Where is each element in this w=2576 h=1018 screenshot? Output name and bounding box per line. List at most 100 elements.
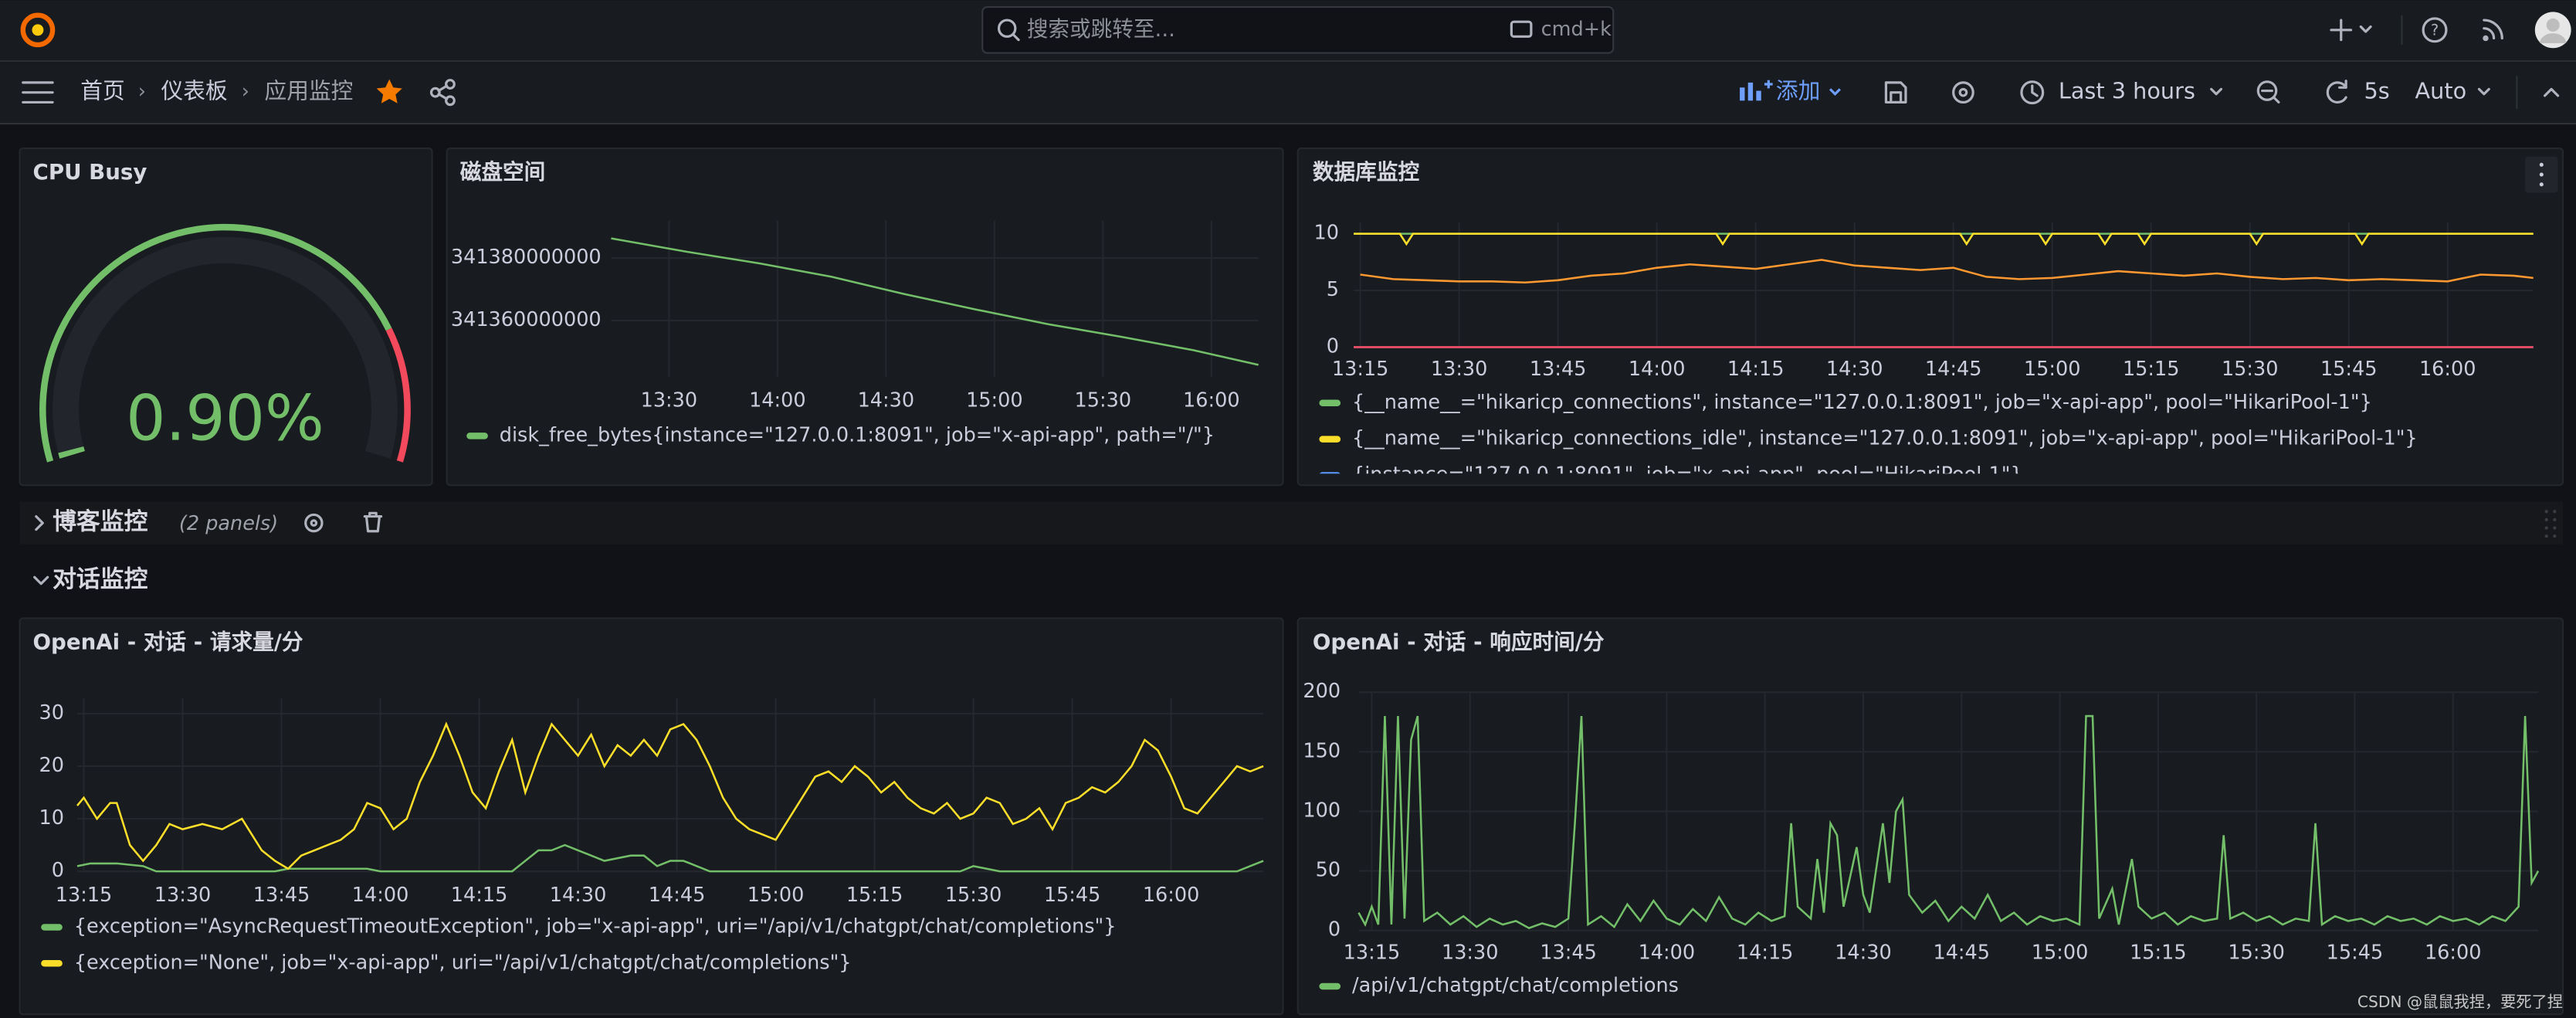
panel (19, 617, 1284, 1016)
legend-label: {instance="127.0.0.1:8091", job="x-api-a… (1352, 463, 2023, 486)
menu-dots (2539, 162, 2544, 187)
help-button[interactable]: ? (2422, 17, 2448, 43)
y-tick-label: 341360000000 (451, 308, 602, 331)
x-tick-label: 14:00 (1629, 358, 1686, 381)
news-button[interactable] (2483, 19, 2503, 42)
y-tick-label: 10 (1313, 222, 1338, 245)
y-tick-label: 20 (39, 754, 64, 777)
x-tick-label: 15:00 (2032, 942, 2089, 965)
share-button[interactable] (429, 79, 456, 107)
avatar[interactable] (2534, 12, 2571, 49)
series-line (611, 237, 1259, 366)
x-tick-label: 13:15 (56, 884, 113, 907)
refresh-button[interactable] (2326, 80, 2347, 103)
zoom-out-button[interactable] (2256, 80, 2280, 104)
y-tick-label: 0 (1328, 918, 1341, 942)
x-tick-label: 14:45 (1925, 358, 1982, 381)
breadcrumb: 应用监控 (265, 78, 354, 104)
legend-label: disk_free_bytes{instance="127.0.0.1:8091… (500, 423, 1215, 446)
row-settings[interactable] (304, 513, 324, 533)
new-button[interactable] (2330, 19, 2372, 42)
refresh-interval[interactable]: 5s (2364, 78, 2390, 104)
breadcrumb[interactable]: 仪表板 (161, 78, 227, 104)
panel (19, 147, 433, 487)
x-tick-label: 15:30 (2222, 358, 2279, 381)
x-tick-label: 15:45 (2327, 942, 2384, 965)
y-tick-label: 10 (39, 806, 64, 830)
grafana-logo[interactable] (20, 12, 56, 48)
collapse-button[interactable] (2543, 87, 2560, 97)
x-tick-label: 14:30 (858, 389, 915, 412)
x-tick-label: 14:15 (1727, 358, 1785, 381)
row-expand[interactable] (35, 514, 44, 531)
legend-swatch (1319, 472, 1341, 474)
legend-swatch (466, 433, 488, 439)
add-button[interactable]: 添加 (1776, 78, 1820, 104)
y-tick-label: 0 (1327, 334, 1339, 358)
x-tick-label: 16:00 (1143, 884, 1200, 907)
y-tick-label: 5 (1327, 278, 1339, 301)
x-tick-label: 15:00 (966, 389, 1023, 412)
legend: /api/v1/chatgpt/chat/completions (1319, 974, 1679, 997)
legend-swatch (1319, 436, 1341, 443)
y-tick-label: 150 (1303, 739, 1341, 762)
legend: {__name__="hikaricp_connections", instan… (1319, 391, 2418, 486)
chevron (2477, 87, 2490, 96)
legend-label: {__name__="hikaricp_connections_idle", i… (1352, 427, 2418, 450)
time-range[interactable]: Last 3 hours (2059, 78, 2195, 104)
toolbar (0, 63, 2576, 124)
gauge-value-label: 0.90% (126, 382, 324, 455)
time-picker-icon[interactable] (2020, 80, 2045, 105)
gauge-threshold-band (39, 223, 392, 463)
settings-button[interactable] (1952, 81, 1974, 104)
legend-label: {__name__="hikaricp_connections", instan… (1352, 391, 2372, 414)
gauge-track (53, 236, 398, 459)
series-line (1360, 259, 2534, 284)
x-tick-label: 16:00 (2419, 358, 2476, 381)
menu-button[interactable] (22, 81, 54, 104)
row-delete[interactable] (363, 511, 383, 533)
row-title[interactable]: 对话监控 (53, 565, 147, 593)
x-tick-label: 15:30 (2228, 942, 2285, 965)
x-tick-label: 15:15 (846, 884, 903, 907)
breadcrumb-separator: › (242, 80, 249, 103)
gauge-threshold-band (385, 327, 411, 463)
search-placeholder: 搜索或跳转至... (1027, 16, 1175, 42)
favorite-star[interactable] (376, 79, 402, 103)
keyboard-icon (1510, 20, 1533, 38)
x-tick-label: 13:30 (1442, 942, 1499, 965)
row-collapse[interactable] (33, 575, 49, 585)
row-note: (2 panels) (179, 512, 278, 535)
x-tick-label: 14:45 (649, 884, 706, 907)
x-tick-label: 13:30 (154, 884, 212, 907)
x-tick-label: 13:45 (253, 884, 310, 907)
x-tick-label: 14:00 (749, 389, 806, 412)
breadcrumb[interactable]: 首页 (80, 78, 124, 104)
legend-swatch (41, 960, 63, 967)
save-button[interactable] (1884, 81, 1907, 104)
x-tick-label: 15:00 (2024, 358, 2081, 381)
row-header[interactable] (19, 501, 2563, 545)
x-tick-label: 14:30 (1835, 942, 1892, 965)
panel-title: OpenAi - 对话 - 响应时间/分 (1313, 629, 1605, 654)
refresh-mode[interactable]: Auto (2415, 78, 2466, 104)
x-tick-label: 16:00 (2425, 942, 2482, 965)
x-tick-label: 13:45 (1540, 942, 1597, 965)
x-tick-label: 13:15 (1344, 942, 1401, 965)
add-icon[interactable] (1740, 80, 1773, 101)
chevron (2210, 87, 2223, 96)
x-tick-label: 15:15 (2123, 358, 2180, 381)
row-title[interactable]: 博客监控 (53, 508, 147, 536)
search-box[interactable] (981, 5, 1615, 54)
legend: disk_free_bytes{instance="127.0.0.1:8091… (466, 423, 1215, 446)
panel-title: 数据库监控 (1313, 159, 1420, 185)
breadcrumb-separator: › (138, 80, 146, 103)
legend-swatch (1319, 982, 1341, 990)
legend: {exception="AsyncRequestTimeoutException… (41, 915, 1116, 974)
x-tick-label: 14:00 (352, 884, 409, 907)
legend-label: /api/v1/chatgpt/chat/completions (1352, 974, 1679, 997)
search-shortcut: cmd+k (1541, 18, 1612, 41)
drag-handle[interactable] (2544, 510, 2557, 538)
